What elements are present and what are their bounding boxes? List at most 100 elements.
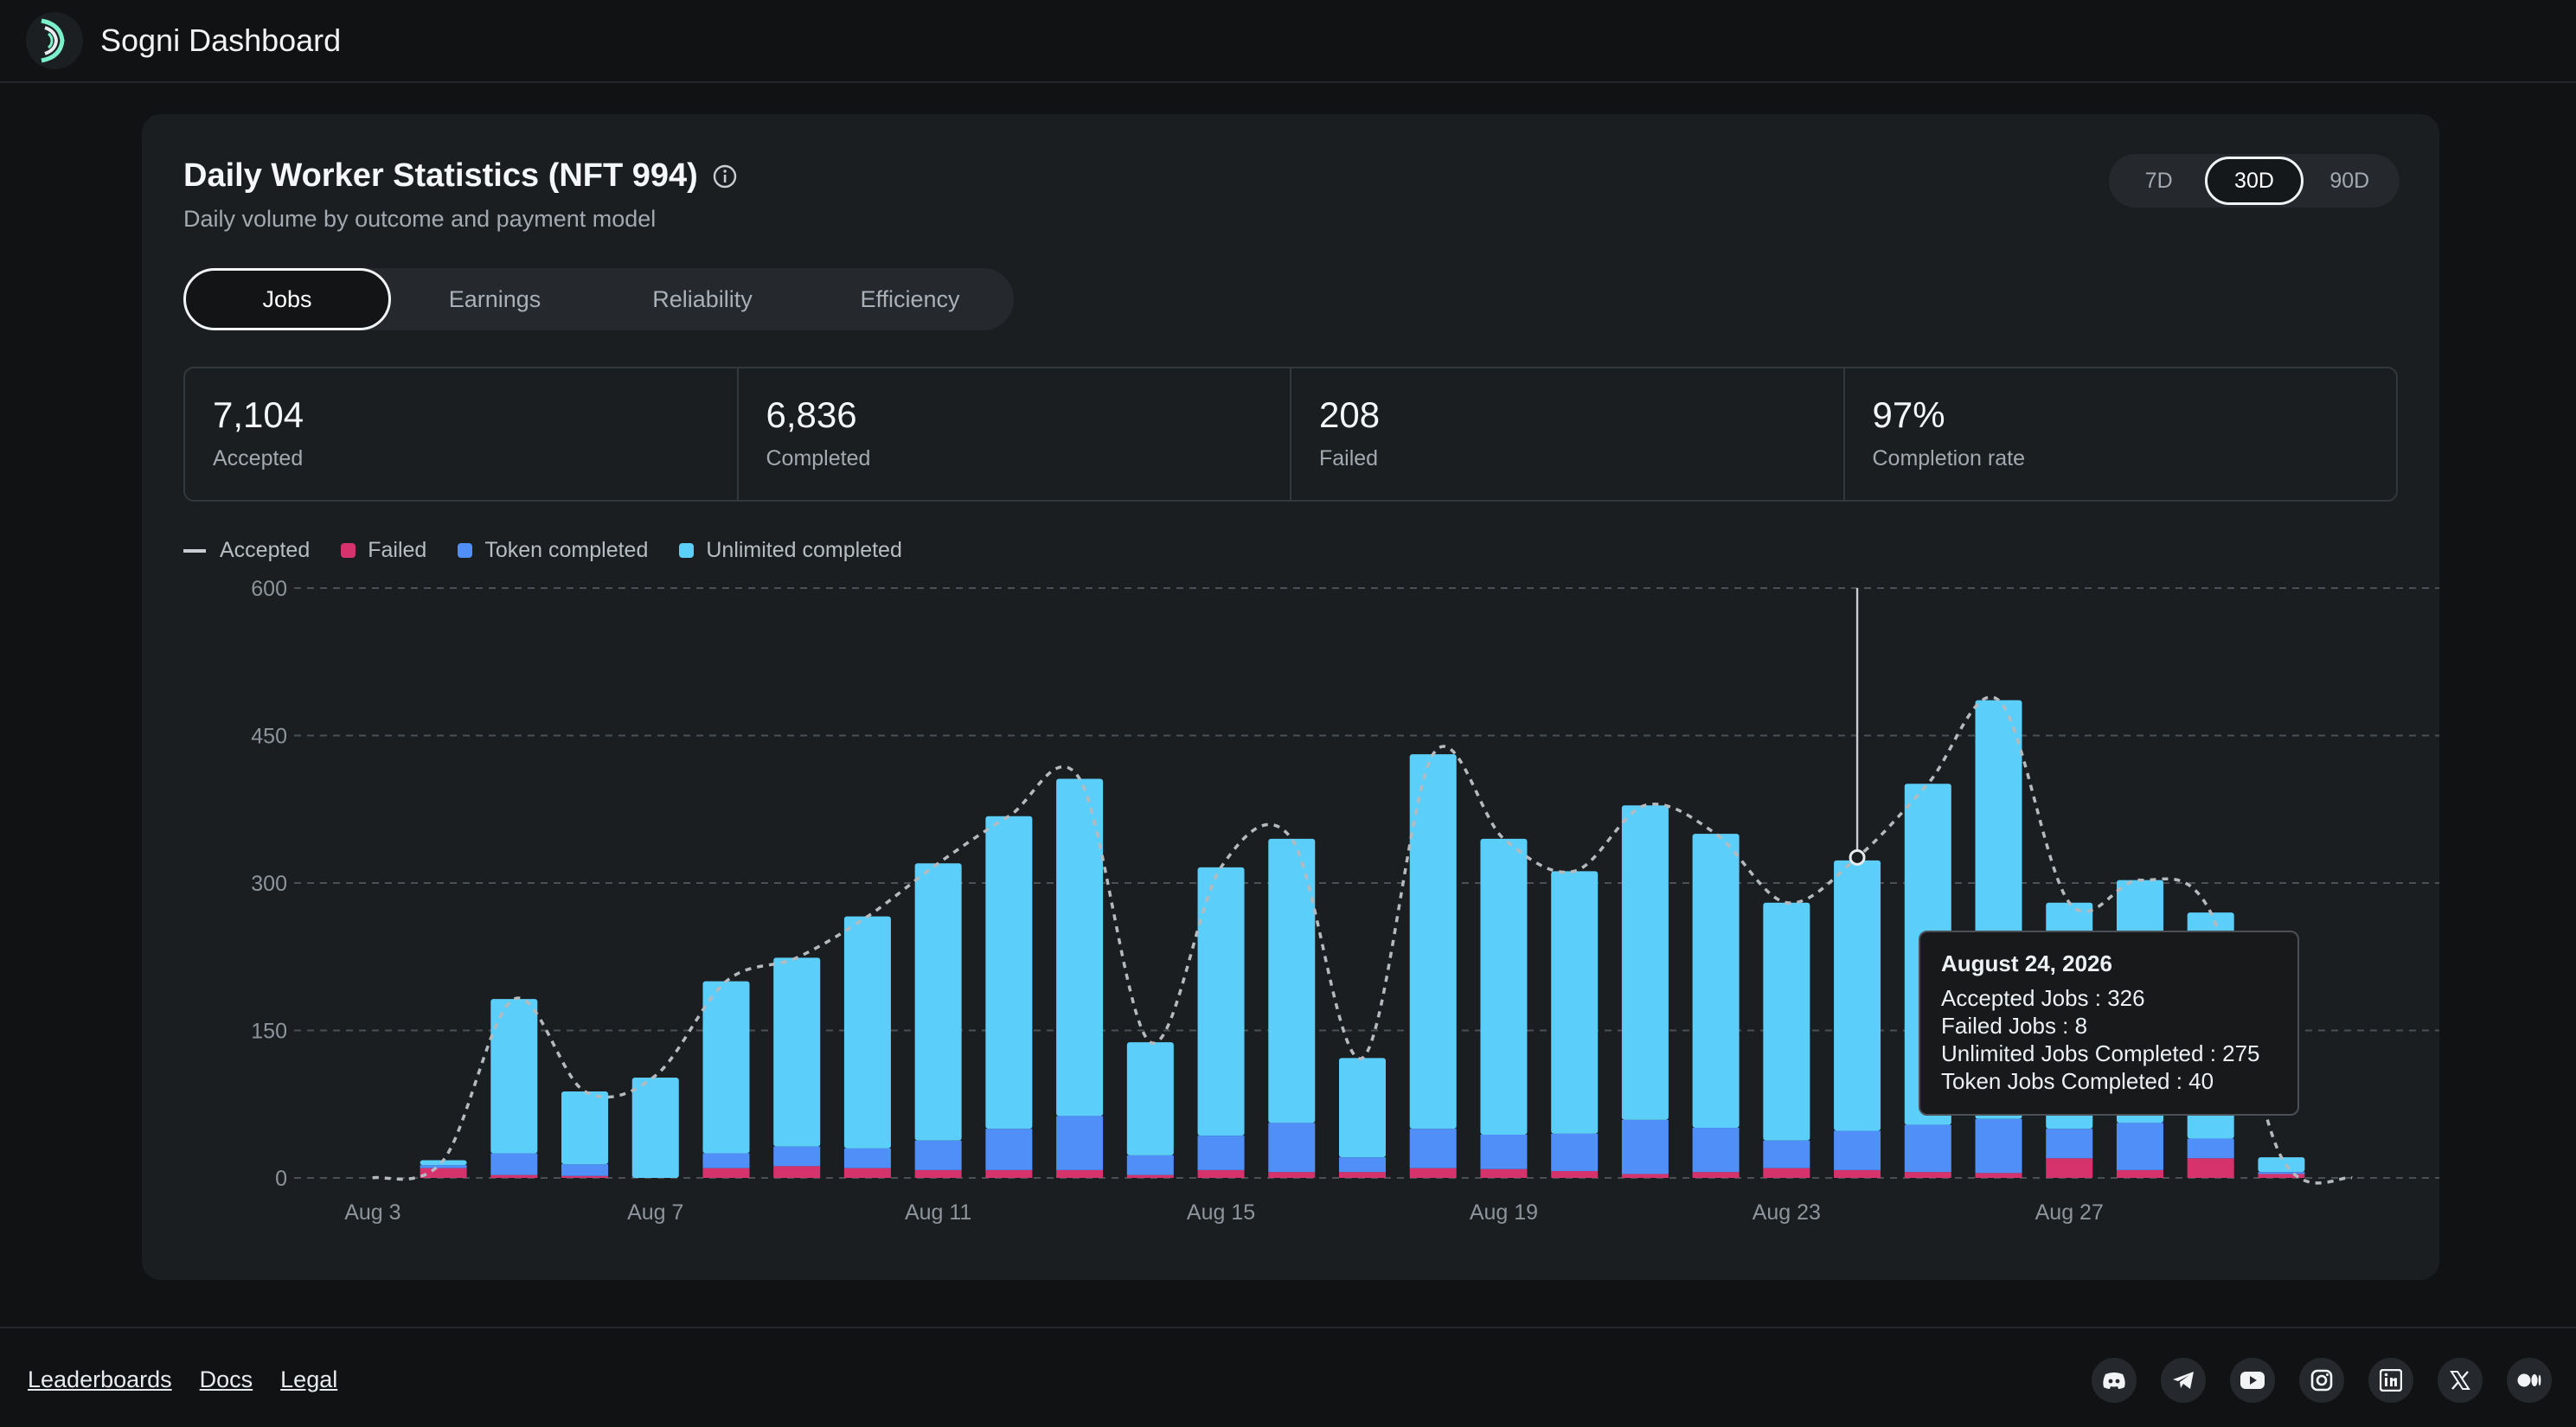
legend-label: Failed: [368, 538, 427, 562]
bar-token: [1621, 1119, 1669, 1174]
sogni-logo-icon[interactable]: [26, 12, 83, 69]
bar-token: [1480, 1134, 1528, 1169]
bar-token: [1904, 1124, 1951, 1173]
bar-unlimited: [1409, 754, 1457, 1129]
bar-unlimited: [2258, 1157, 2305, 1173]
x-icon[interactable]: [2438, 1358, 2483, 1403]
y-tick-label: 150: [251, 1020, 287, 1044]
bar-token: [1692, 1128, 1740, 1173]
bar-unlimited: [702, 981, 750, 1154]
linkedin-icon[interactable]: [2368, 1358, 2413, 1403]
legend-dot-swatch: [679, 543, 695, 558]
bar-token: [985, 1129, 1033, 1170]
telegram-icon[interactable]: [2161, 1358, 2206, 1403]
tab-efficiency[interactable]: Efficiency: [860, 286, 960, 312]
tab-jobs[interactable]: Jobs: [183, 268, 391, 330]
range-7d-button[interactable]: 7D: [2144, 169, 2173, 193]
metric-tabs: Jobs Earnings Reliability Efficiency: [183, 268, 1014, 330]
footer: Leaderboards Docs Legal: [0, 1327, 2576, 1427]
bar-token: [702, 1153, 750, 1168]
app-title[interactable]: Sogni Dashboard: [100, 22, 342, 58]
bar-token: [1056, 1116, 1104, 1170]
stat-failed: 208 Failed: [1291, 368, 1845, 500]
bar-token: [773, 1146, 821, 1167]
stat-value: 208: [1319, 394, 1381, 435]
bar-failed: [914, 1169, 962, 1178]
legend-label: Accepted: [220, 538, 311, 562]
bar-failed: [773, 1166, 821, 1178]
bar-failed: [1551, 1171, 1599, 1178]
range-90d-button[interactable]: 90D: [2329, 169, 2370, 193]
card-title-row: Daily Worker Statistics (NFT 994): [183, 157, 738, 195]
bar-token: [1197, 1136, 1245, 1170]
chart-tooltip: August 24, 2026 Accepted Jobs : 326 Fail…: [1919, 931, 2299, 1116]
info-icon[interactable]: [712, 163, 738, 189]
stat-label: Accepted: [213, 446, 304, 470]
bar-failed: [1763, 1168, 1810, 1178]
social-links: [2092, 1358, 2576, 1403]
bar-failed: [1480, 1168, 1528, 1178]
stat-label: Completed: [766, 446, 871, 470]
tooltip-line: Failed Jobs : 8: [1941, 1013, 2088, 1039]
bar-token: [1551, 1133, 1599, 1172]
summary-stats: 7,104 Accepted 6,836 Completed 208 Faile…: [183, 367, 2398, 502]
x-tick-label: Aug 11: [905, 1200, 971, 1225]
y-tick-label: 0: [275, 1167, 287, 1191]
footer-link-legal[interactable]: Legal: [280, 1366, 338, 1392]
bar-token: [1409, 1129, 1457, 1168]
footer-link-leaderboards[interactable]: Leaderboards: [28, 1366, 172, 1392]
footer-link-docs[interactable]: Docs: [199, 1366, 253, 1392]
statistics-card: Daily Worker Statistics (NFT 994) Daily …: [142, 114, 2439, 1280]
bar-unlimited: [1551, 871, 1599, 1134]
legend-failed[interactable]: Failed: [341, 538, 426, 563]
bar-failed: [1904, 1172, 1951, 1178]
bar-token: [1268, 1123, 1316, 1173]
range-30d-button[interactable]: 30D: [2205, 157, 2304, 205]
bar-failed: [2116, 1169, 2163, 1178]
bar-unlimited: [1056, 778, 1104, 1117]
discord-icon[interactable]: [2092, 1358, 2137, 1403]
bar-unlimited: [1480, 838, 1528, 1135]
bar-failed: [420, 1168, 467, 1178]
instagram-icon[interactable]: [2299, 1358, 2344, 1403]
stat-value: 97%: [1872, 394, 1945, 435]
stat-label: Failed: [1319, 446, 1379, 470]
legend-token-completed[interactable]: Token completed: [458, 538, 648, 563]
bar-failed: [1975, 1173, 2022, 1178]
stat-label: Completion rate: [1872, 446, 2025, 470]
bar-unlimited: [1763, 902, 1810, 1141]
bar-token: [2046, 1129, 2093, 1159]
bar-unlimited: [1692, 834, 1740, 1129]
youtube-icon[interactable]: [2230, 1358, 2275, 1403]
accepted-line: [372, 695, 2353, 1185]
bar-token: [561, 1164, 609, 1176]
y-tick-label: 300: [251, 872, 287, 896]
bar-failed: [985, 1169, 1033, 1178]
bar-failed: [1126, 1174, 1174, 1178]
medium-icon[interactable]: [2507, 1358, 2552, 1403]
legend-unlimited-completed[interactable]: Unlimited completed: [679, 538, 902, 563]
tab-earnings[interactable]: Earnings: [448, 286, 541, 312]
y-tick-label: 600: [251, 577, 287, 601]
y-tick-label: 450: [251, 725, 287, 749]
bar-failed: [1409, 1168, 1457, 1178]
tooltip-line: Token Jobs Completed : 40: [1941, 1068, 2214, 1094]
card-title: Daily Worker Statistics (NFT 994): [183, 157, 698, 194]
stat-completion-rate: 97% Completion rate: [1845, 368, 2397, 500]
bar-failed: [1621, 1174, 1669, 1178]
bar-token: [2187, 1138, 2234, 1159]
tooltip-title: August 24, 2026: [1941, 950, 2112, 976]
bar-unlimited: [1339, 1058, 1386, 1158]
bar-unlimited: [985, 816, 1033, 1129]
bar-failed: [2258, 1174, 2305, 1178]
bar-token: [914, 1140, 962, 1170]
bar-unlimited: [1621, 805, 1669, 1120]
bar-token: [490, 1153, 538, 1175]
bar-failed: [1268, 1172, 1316, 1178]
bar-unlimited: [1197, 867, 1245, 1136]
bar-failed: [1692, 1172, 1740, 1178]
tab-reliability[interactable]: Reliability: [652, 286, 753, 312]
bar-token: [1975, 1118, 2022, 1174]
legend-accepted[interactable]: Accepted: [183, 538, 310, 563]
bar-failed: [1056, 1169, 1104, 1178]
